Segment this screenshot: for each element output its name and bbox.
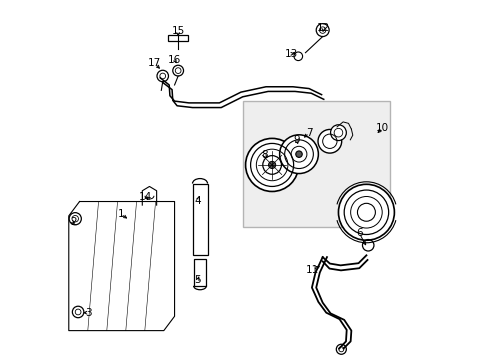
Bar: [193, 259, 206, 286]
Text: 4: 4: [194, 196, 201, 206]
Bar: [192, 184, 207, 255]
Text: 16: 16: [167, 55, 181, 65]
Text: 6: 6: [355, 228, 362, 238]
Text: 9: 9: [293, 135, 299, 145]
Text: 12: 12: [316, 23, 329, 33]
Text: 13: 13: [284, 49, 297, 59]
Text: 5: 5: [194, 275, 201, 285]
Text: 10: 10: [375, 123, 388, 133]
Circle shape: [317, 130, 341, 153]
Text: 17: 17: [148, 58, 161, 68]
Circle shape: [295, 151, 302, 157]
Text: 3: 3: [85, 308, 92, 318]
Circle shape: [338, 184, 394, 240]
Text: 2: 2: [70, 217, 76, 227]
Polygon shape: [242, 101, 389, 226]
Bar: [168, 35, 188, 41]
Text: 14: 14: [139, 192, 152, 202]
Text: 7: 7: [305, 128, 312, 138]
Text: 15: 15: [171, 26, 184, 36]
Circle shape: [268, 161, 275, 168]
Circle shape: [245, 138, 298, 192]
Circle shape: [330, 125, 346, 140]
Text: 8: 8: [261, 150, 267, 160]
Text: 11: 11: [305, 265, 319, 275]
Circle shape: [279, 135, 318, 174]
Text: 1: 1: [117, 209, 124, 219]
